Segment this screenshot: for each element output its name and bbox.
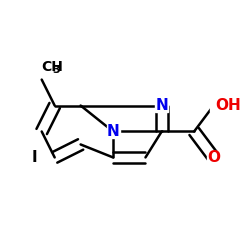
Bar bbox=[30, 61, 60, 74]
Bar bbox=[26, 151, 42, 164]
Text: N: N bbox=[107, 124, 120, 139]
Bar bbox=[210, 99, 233, 112]
Bar bbox=[155, 99, 168, 112]
Text: 3: 3 bbox=[52, 64, 60, 74]
Bar bbox=[106, 125, 120, 138]
Text: N: N bbox=[155, 98, 168, 113]
Text: OH: OH bbox=[215, 98, 241, 113]
Text: I: I bbox=[31, 150, 37, 165]
Text: O: O bbox=[207, 150, 220, 165]
Text: CH: CH bbox=[42, 60, 64, 74]
Bar bbox=[207, 151, 220, 164]
